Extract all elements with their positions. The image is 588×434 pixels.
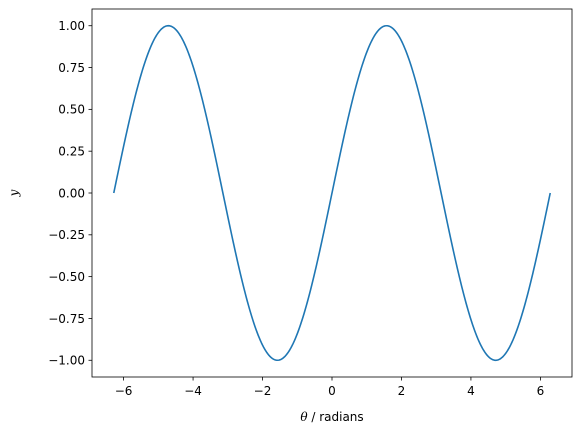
x-tick-label: 0 <box>328 384 336 398</box>
x-axis-label-text: / radians <box>308 410 364 424</box>
ticks-layer: −6 −4 −2 0 2 4 6 −1.00 −0.75 −0.50 −0.25 0.00 0.25 0.… <box>48 19 544 398</box>
x-tick-label: 2 <box>398 384 406 398</box>
y-axis-label-text: y <box>7 189 21 197</box>
x-axis-label-symbol: θ <box>300 410 308 424</box>
x-tick-label: 6 <box>537 384 545 398</box>
y-tick-label: −0.75 <box>48 312 85 326</box>
y-tick-label: −0.50 <box>48 270 85 284</box>
y-tick-label: 1.00 <box>58 19 85 33</box>
y-tick-label: −1.00 <box>48 354 85 368</box>
x-tick-label: −2 <box>254 384 272 398</box>
y-tick-label: 0.50 <box>58 103 85 117</box>
x-tick-label: −6 <box>115 384 133 398</box>
x-axis-label: θ / radians <box>300 410 363 424</box>
plot-frame <box>91 8 573 378</box>
y-tick-label: 0.75 <box>58 61 85 75</box>
series-line-sin <box>112 24 552 362</box>
y-tick-label: 0.25 <box>58 144 85 158</box>
y-axis-label: y <box>7 189 21 197</box>
x-tick-label: −4 <box>184 384 202 398</box>
y-tick-label: −0.25 <box>48 228 85 242</box>
x-tick-label: 4 <box>467 384 475 398</box>
y-tick-label: 0.00 <box>58 186 85 200</box>
